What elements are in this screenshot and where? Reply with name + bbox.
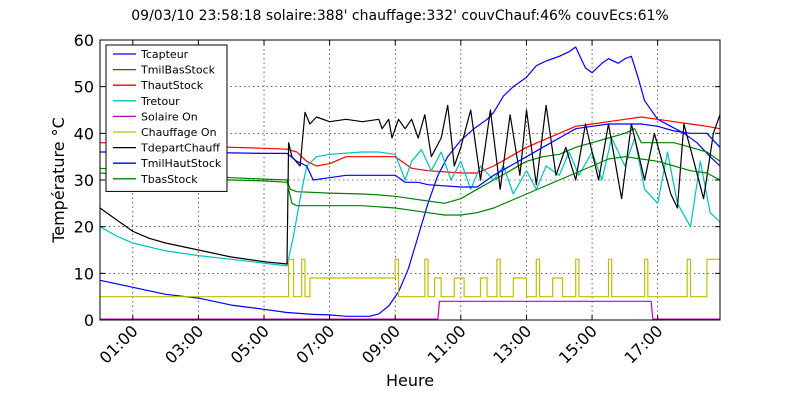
y-tick-label: 10 — [74, 264, 94, 283]
series-line-thautstock — [99, 116, 721, 174]
x-axis-label: Heure — [386, 371, 434, 390]
legend-label: ThautStock — [140, 79, 204, 92]
y-tick-label: 50 — [74, 78, 94, 97]
series-line-tmilbasstock — [99, 128, 721, 204]
series-line-tdepartchauff — [99, 104, 721, 265]
legend-label: Chauffage On — [141, 126, 217, 139]
x-tick-label: 09:00 — [358, 321, 404, 367]
x-tick-label: 07:00 — [292, 321, 338, 367]
series-line-tretour — [99, 137, 721, 267]
series-lines — [99, 46, 721, 320]
legend-label: TdepartChauff — [140, 142, 220, 155]
series-line-chauffage-on — [100, 258, 720, 298]
y-tick-label: 30 — [74, 171, 94, 190]
legend: Tcapteur TmilBasStock ThautStock Tretour Sol… — [105, 44, 228, 192]
series-line-tmilhautstock — [100, 123, 721, 188]
y-axis-label: Température °C — [49, 117, 68, 244]
series-line-tbasstock — [99, 156, 721, 216]
legend-label: Tcapteur — [140, 48, 189, 61]
x-tick-label: 17:00 — [620, 321, 666, 367]
series-line-tcapteur — [99, 46, 721, 317]
legend-label: Tretour — [140, 95, 180, 108]
x-tick-label: 15:00 — [555, 321, 601, 367]
chart-title: 09/03/10 23:58:18 solaire:388' chauffage… — [131, 8, 668, 24]
legend-label: Solaire On — [141, 110, 198, 123]
x-tick-label: 13:00 — [489, 321, 535, 367]
y-tick-label: 20 — [74, 218, 94, 237]
legend-label: TmilHautStock — [140, 157, 222, 170]
x-tick-label: 05:00 — [227, 321, 273, 367]
x-tick-label: 03:00 — [161, 321, 207, 367]
y-tick-label: 60 — [74, 31, 94, 50]
x-tick-label: 01:00 — [96, 321, 142, 367]
legend-label: TbasStock — [140, 173, 198, 186]
y-tick-label: 40 — [74, 124, 94, 143]
y-tick-label: 0 — [84, 311, 94, 330]
series-line-solaire-on — [100, 300, 720, 320]
legend-label: TmilBasStock — [140, 64, 216, 77]
x-tick-label: 11:00 — [424, 321, 470, 367]
